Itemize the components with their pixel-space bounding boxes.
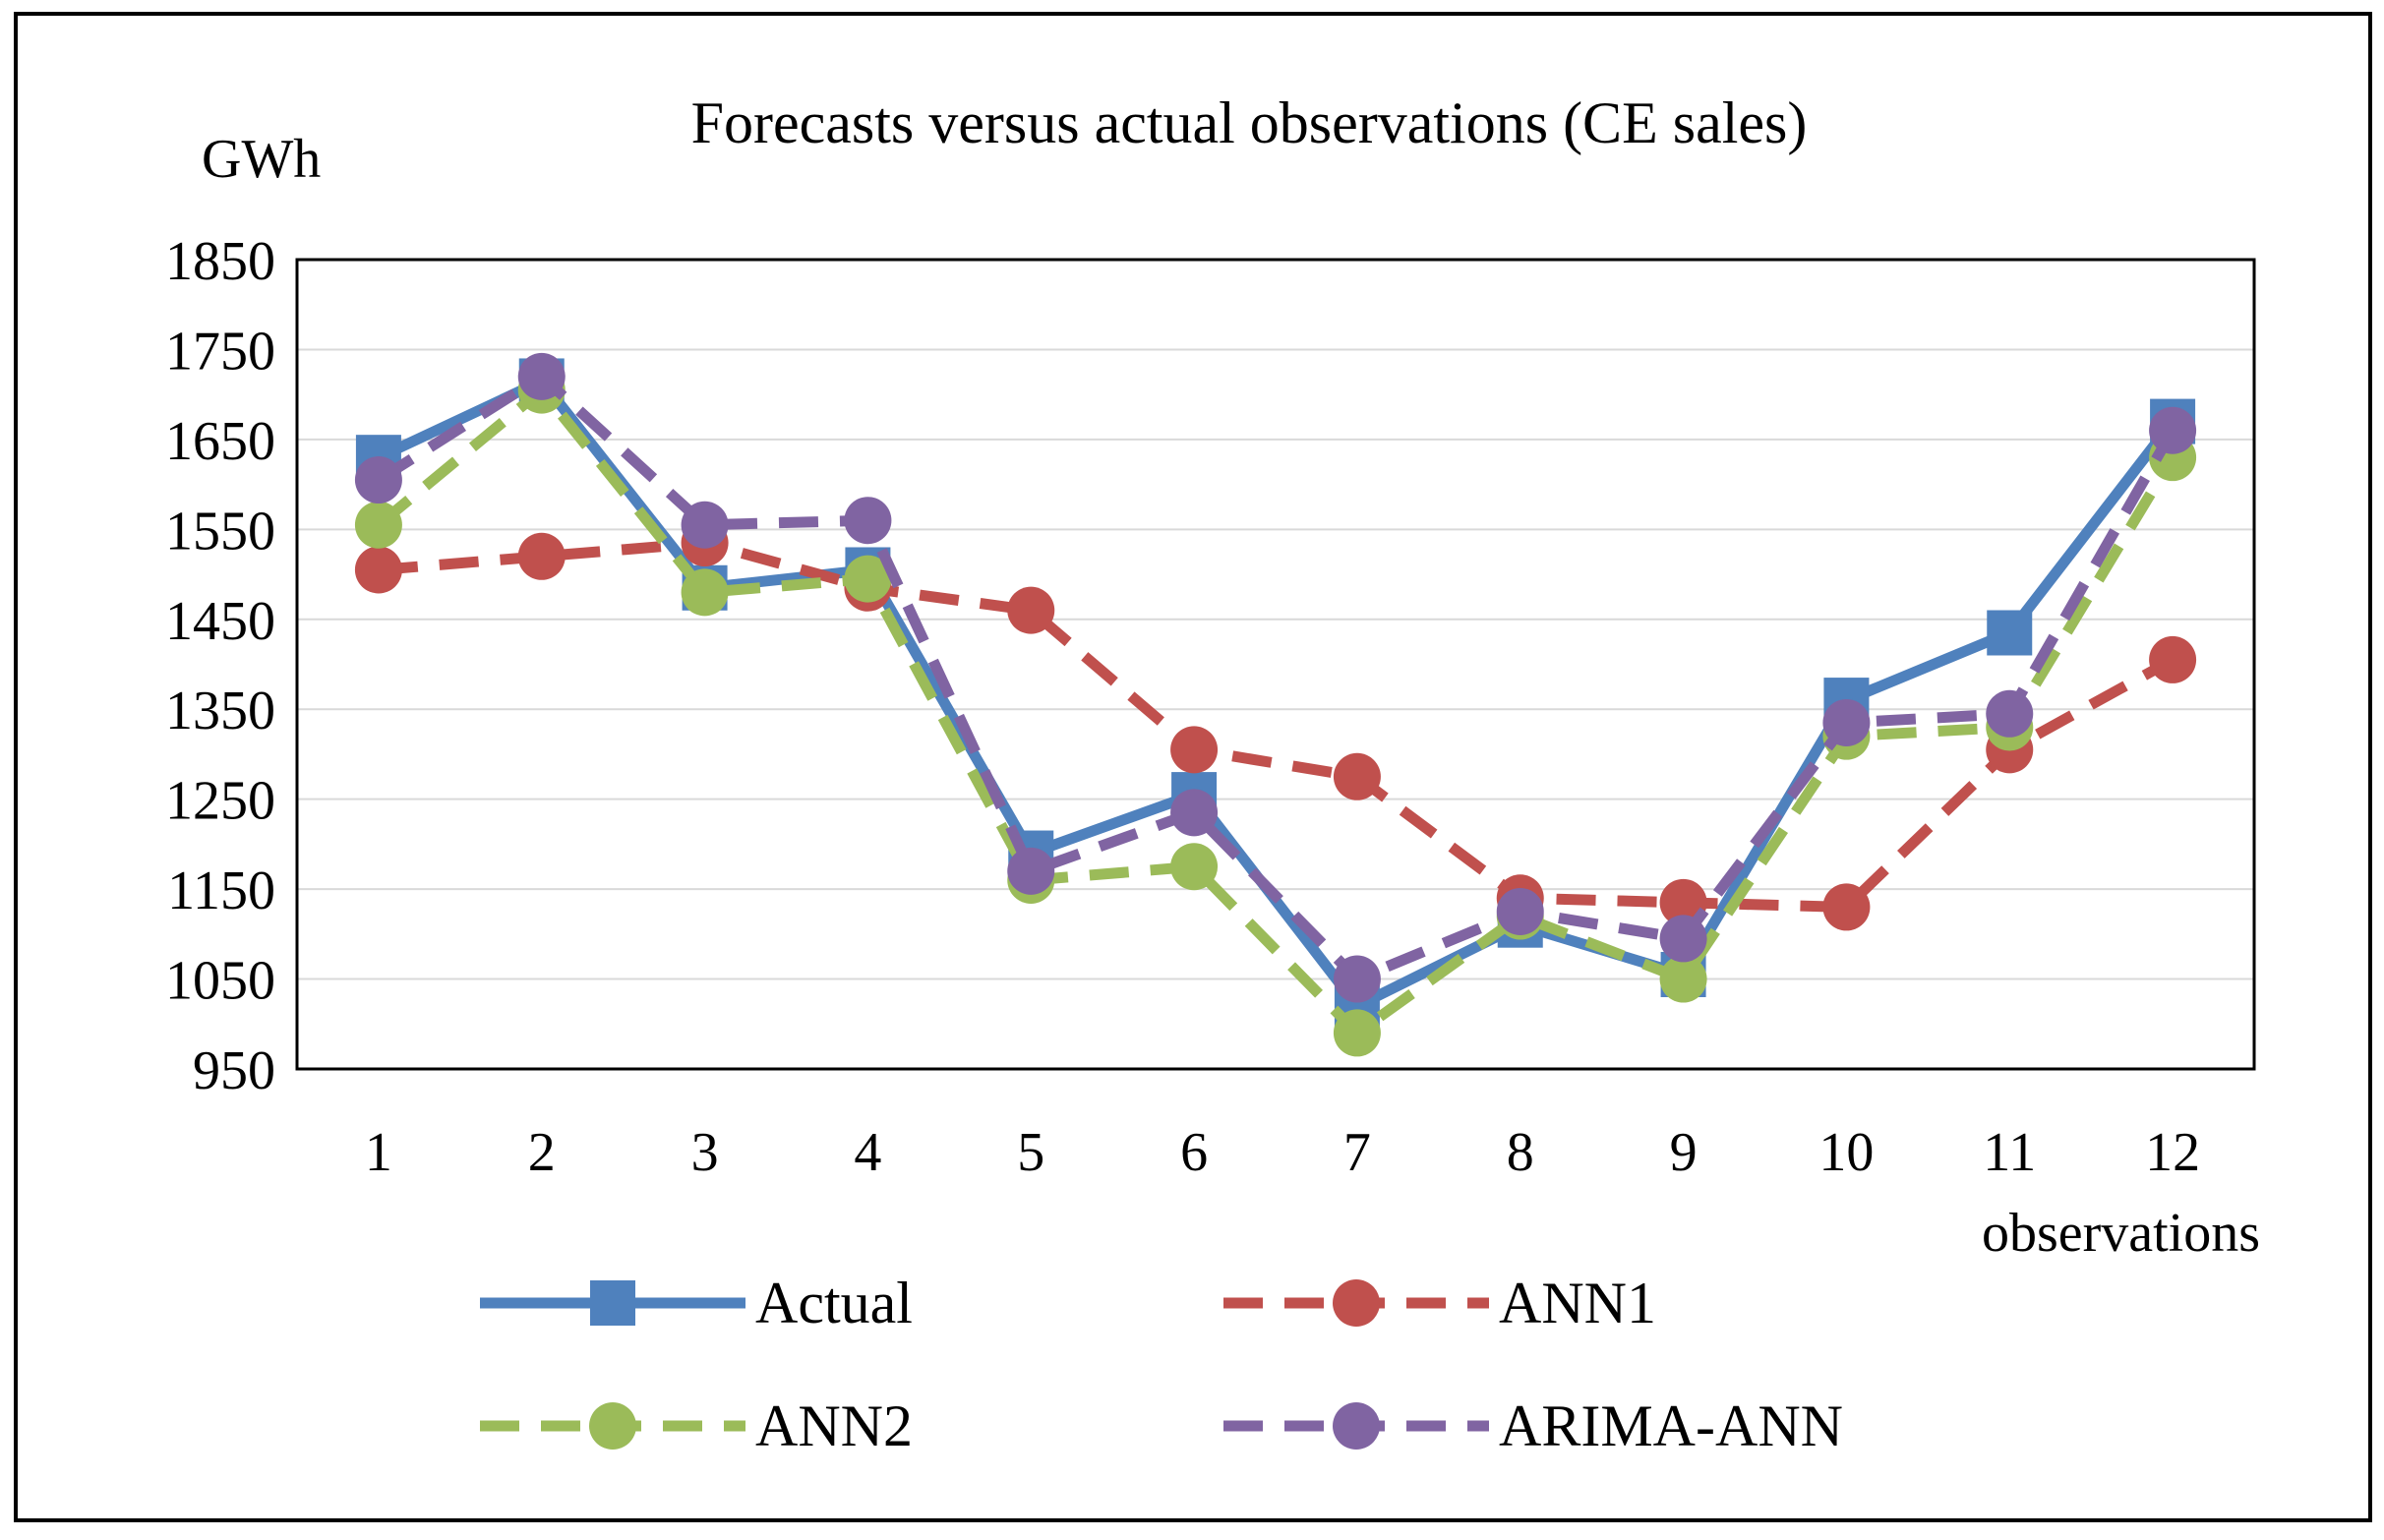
x-axis-label: observations: [1982, 1203, 2260, 1264]
y-tick-label: 1750: [165, 321, 275, 382]
series-arima-ann: [354, 352, 2197, 1003]
data-point: [1333, 1009, 1381, 1057]
data-point: [1170, 726, 1219, 774]
data-point: [1822, 698, 1871, 746]
data-point: [1822, 883, 1871, 931]
data-point: [2149, 406, 2197, 454]
gridlines: [297, 348, 2254, 980]
data-point: [681, 501, 729, 549]
data-point: [1659, 915, 1707, 963]
x-tick-label: 11: [1983, 1122, 2036, 1183]
data-point: [844, 555, 892, 603]
data-point: [1170, 789, 1219, 837]
chart-title: Forecasts versus actual observations (CE…: [691, 90, 1808, 155]
series-line: [375, 371, 2177, 985]
y-tick-label: 1850: [165, 231, 275, 292]
y-tick-label: 1250: [165, 771, 275, 832]
x-tick-label: 8: [1507, 1122, 1534, 1183]
legend-label: ANN2: [755, 1393, 913, 1458]
plot-area-border: [295, 258, 2256, 1071]
data-point: [354, 501, 402, 549]
data-point: [1987, 610, 2033, 656]
y-tick-label: 950: [193, 1040, 275, 1101]
series-group: [354, 352, 2197, 1057]
y-tick-label: 1050: [165, 951, 275, 1012]
series-ann1: [354, 519, 2197, 931]
legend-item: Actual: [480, 1271, 913, 1335]
x-tick-label: 3: [691, 1122, 719, 1183]
legend-label: Actual: [755, 1271, 913, 1335]
data-point: [1333, 955, 1381, 1003]
y-axis-ticks: 950 1050 1150 1250 1350 1450 1550 1650 1750 1850: [165, 231, 275, 1101]
y-axis-label: GWh: [202, 129, 321, 190]
y-tick-label: 1650: [165, 411, 275, 472]
series-line: [375, 385, 2177, 1038]
legend: Actual ANN1 ANN2 ARIMA-ANN: [480, 1271, 1843, 1458]
legend-label: ARIMA-ANN: [1499, 1393, 1843, 1458]
y-tick-label: 1450: [165, 591, 275, 652]
legend-label: ANN1: [1499, 1271, 1656, 1335]
y-tick-label: 1550: [165, 501, 275, 562]
y-tick-label: 1350: [165, 681, 275, 741]
x-tick-label: 7: [1343, 1122, 1371, 1183]
x-tick-label: 6: [1180, 1122, 1208, 1183]
data-point: [354, 546, 402, 594]
x-tick-label: 2: [528, 1122, 556, 1183]
x-tick-label: 5: [1017, 1122, 1044, 1183]
series-ann2: [354, 366, 2197, 1057]
x-tick-label: 10: [1818, 1122, 1874, 1183]
x-axis-ticks: 1 2 3 4 5 6 7 8 9 10 11 12: [365, 1122, 2200, 1183]
legend-marker: [1333, 1402, 1380, 1450]
data-point: [1007, 847, 1055, 895]
legend-marker: [1333, 1279, 1380, 1327]
data-point: [1659, 955, 1707, 1003]
data-point: [1170, 843, 1219, 891]
data-point: [354, 456, 402, 504]
data-point: [1333, 752, 1381, 800]
data-point: [517, 352, 566, 400]
legend-item: ANN2: [480, 1393, 913, 1458]
x-tick-label: 12: [2145, 1122, 2200, 1183]
legend-item: ANN1: [1223, 1271, 1656, 1335]
x-tick-label: 9: [1670, 1122, 1698, 1183]
data-point: [681, 568, 729, 617]
y-tick-label: 1150: [167, 860, 275, 921]
x-tick-label: 4: [854, 1122, 881, 1183]
data-point: [844, 497, 892, 545]
x-tick-label: 1: [365, 1122, 392, 1183]
data-point: [2149, 635, 2197, 683]
legend-marker: [590, 1280, 635, 1326]
data-point: [1007, 586, 1055, 634]
data-point: [1496, 887, 1544, 935]
series-line: [378, 537, 2175, 913]
data-point: [1986, 689, 2034, 738]
legend-item: ARIMA-ANN: [1223, 1393, 1843, 1458]
data-point: [517, 532, 566, 580]
legend-marker: [589, 1402, 636, 1450]
